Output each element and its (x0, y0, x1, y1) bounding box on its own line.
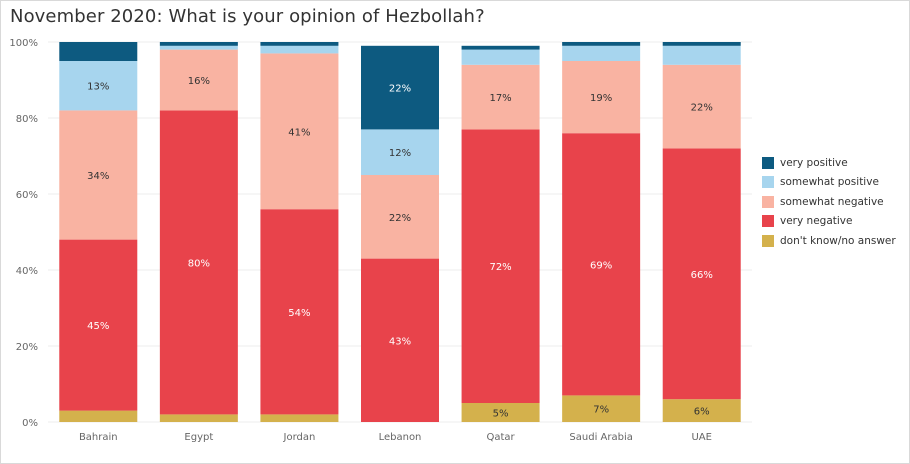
bar-segment (361, 175, 439, 259)
bar-segment (562, 395, 641, 422)
data-label: 22% (389, 213, 411, 224)
bar-segment (461, 129, 540, 403)
legend-item: somewhat positive (762, 173, 896, 193)
data-label: 45% (87, 321, 109, 332)
y-axis: 0% 20% 40% 60% 80% 100% (9, 38, 38, 429)
data-label: 22% (691, 103, 713, 114)
data-label: 13% (87, 82, 109, 93)
x-tick-label: Saudi Arabia (569, 432, 632, 443)
legend-label: very negative (780, 215, 853, 228)
data-label: 69% (590, 260, 612, 271)
bar-segment (159, 42, 238, 46)
y-tick-label: 20% (16, 342, 38, 353)
bar-segment (361, 129, 439, 175)
data-label: 12% (389, 148, 411, 159)
bar-segment (562, 45, 641, 61)
legend-item: somewhat negative (762, 192, 896, 212)
bar-segment (159, 110, 238, 415)
y-tick-label: 0% (22, 418, 38, 429)
bar-segment (562, 133, 641, 396)
legend-item: very negative (762, 212, 896, 232)
data-label: 17% (489, 93, 511, 104)
data-label: 5% (493, 409, 509, 420)
bar-segment (260, 209, 339, 415)
legend-item: very positive (762, 153, 896, 173)
bar-segment (159, 49, 238, 111)
bar-segment (562, 42, 641, 46)
legend-swatch (762, 215, 774, 228)
bar-segment (59, 239, 138, 411)
legend-label: somewhat positive (780, 176, 879, 189)
bar-segment (461, 64, 540, 130)
legend-swatch (762, 195, 774, 208)
data-label: 72% (489, 262, 511, 273)
bar-segment (662, 399, 741, 422)
data-label: 66% (691, 270, 713, 281)
bar-segment (562, 61, 641, 134)
x-tick-label: Qatar (486, 432, 515, 443)
x-tick-label: Bahrain (79, 432, 118, 443)
data-label: 22% (389, 84, 411, 95)
x-tick-label: UAE (691, 432, 711, 443)
y-tick-label: 80% (16, 114, 38, 125)
bar-segment (260, 45, 339, 54)
x-tick-label: Egypt (184, 432, 213, 443)
bar-segment (59, 42, 138, 61)
x-axis: Bahrain Egypt Jordan Lebanon Qatar Saudi Arab… (79, 432, 712, 443)
data-label: 7% (593, 405, 609, 416)
data-labels: 45% 34% 13% 80% 16% 54% 41% 43% 22% 12% 22% 5% 72% 17… (87, 76, 713, 420)
x-tick-label: Jordan (283, 432, 316, 443)
bar-segment (361, 258, 439, 422)
bar-segment (260, 42, 339, 46)
y-tick-label: 60% (16, 190, 38, 201)
data-label: 80% (188, 258, 210, 269)
bar-segment (662, 148, 741, 400)
bars (59, 42, 741, 422)
bar-segment (461, 403, 540, 422)
y-tick-label: 100% (9, 38, 38, 49)
chart-title: November 2020: What is your opinion of H… (10, 6, 485, 27)
bar-segment (59, 410, 138, 422)
bar-segment (662, 64, 741, 149)
y-tick-label: 40% (16, 266, 38, 277)
bar-segment (59, 61, 138, 111)
bar-segment (361, 45, 439, 130)
legend-swatch (762, 176, 774, 189)
legend-item: don't know/no answer (762, 231, 896, 251)
x-tick-label: Lebanon (379, 432, 422, 443)
data-label: 54% (288, 308, 310, 319)
data-label: 41% (288, 127, 310, 138)
bar-segment (159, 414, 238, 422)
legend-label: very positive (780, 156, 848, 169)
data-label: 43% (389, 336, 411, 347)
data-label: 16% (188, 76, 210, 87)
bar-segment (662, 45, 741, 65)
bar-segment (159, 45, 238, 50)
bar-segment (260, 414, 339, 422)
legend-label: somewhat negative (780, 195, 884, 208)
legend: very positive somewhat positive somewhat n… (762, 153, 896, 251)
bar-segment (461, 49, 540, 65)
bar-segment (461, 45, 540, 50)
legend-label: don't know/no answer (780, 234, 896, 247)
bar-segment (662, 42, 741, 46)
bar-segment (59, 110, 138, 240)
data-label: 19% (590, 93, 612, 104)
data-label: 34% (87, 171, 109, 182)
data-label: 6% (694, 407, 710, 418)
bar-segment (260, 53, 339, 210)
legend-swatch (762, 234, 774, 247)
legend-swatch (762, 156, 774, 169)
